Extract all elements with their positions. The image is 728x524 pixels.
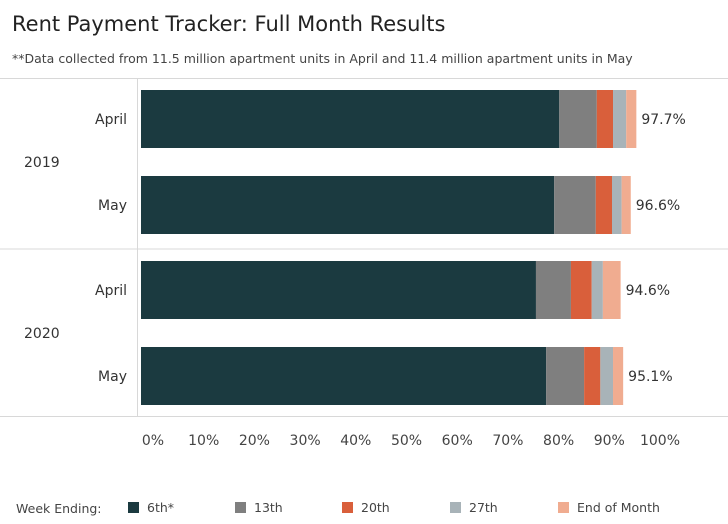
legend-item-20th[interactable]: 20th bbox=[342, 500, 390, 515]
total-label-2020-april: 94.6% bbox=[626, 283, 670, 299]
legend-label: Week Ending: bbox=[16, 501, 102, 516]
chart-title: Rent Payment Tracker: Full Month Results bbox=[12, 12, 446, 36]
bar-2020-april-20th bbox=[570, 261, 592, 319]
bar-2019-april-end-of-month bbox=[626, 90, 637, 148]
legend-swatch-20th bbox=[342, 502, 353, 513]
x-tick-60-6: 60% bbox=[442, 433, 473, 449]
bar-2020-april-13th bbox=[535, 261, 571, 319]
bar-2019-may-6th bbox=[141, 176, 555, 234]
total-label-2019-april: 97.7% bbox=[641, 112, 685, 128]
legend-text-6th: 6th* bbox=[147, 500, 175, 515]
x-tick-70-7: 70% bbox=[492, 433, 523, 449]
x-tick-20-2: 20% bbox=[239, 433, 270, 449]
category-label-2019-may: May bbox=[98, 198, 127, 214]
chart-subtitle: **Data collected from 11.5 million apart… bbox=[12, 51, 633, 66]
x-tick-0-0: 0% bbox=[142, 433, 164, 449]
group-label-2019: 2019 bbox=[24, 155, 60, 171]
x-tick-10-1: 10% bbox=[188, 433, 219, 449]
bar-2020-april-6th bbox=[141, 261, 536, 319]
bar-2019-may-27th bbox=[612, 176, 622, 234]
total-label-2020-may: 95.1% bbox=[628, 369, 672, 385]
bar-2020-april-27th bbox=[591, 261, 603, 319]
legend-item-6th[interactable]: 6th* bbox=[128, 500, 174, 515]
total-label-2019-may: 96.6% bbox=[636, 198, 680, 214]
bar-2020-may-13th bbox=[546, 347, 585, 405]
bar-2019-may-end-of-month bbox=[621, 176, 631, 234]
legend-text-13th: 13th bbox=[254, 500, 283, 515]
legend-item-13th[interactable]: 13th bbox=[235, 500, 283, 515]
bar-2020-may-end-of-month bbox=[613, 347, 624, 405]
x-tick-40-4: 40% bbox=[340, 433, 371, 449]
category-label-2019-april: April bbox=[95, 112, 127, 128]
legend: Week Ending: 6th* 13th 20th 27th End of … bbox=[16, 500, 716, 520]
x-tick-50-5: 50% bbox=[391, 433, 422, 449]
legend-text-end-of-month: End of Month bbox=[577, 500, 660, 515]
legend-item-end-of-month[interactable]: End of Month bbox=[558, 500, 660, 515]
header-divider bbox=[0, 78, 728, 79]
bar-2020-may-27th bbox=[600, 347, 614, 405]
x-tick-80-8: 80% bbox=[543, 433, 574, 449]
legend-item-27th[interactable]: 27th bbox=[450, 500, 498, 515]
category-label-2020-april: April bbox=[95, 283, 127, 299]
bar-2019-april-6th bbox=[141, 90, 560, 148]
bar-2019-may-13th bbox=[554, 176, 596, 234]
stacked-bar-chart: 2019 2020 April 97.7% May 96.6% April 94.6% May 9… bbox=[0, 79, 728, 449]
legend-swatch-6th bbox=[128, 502, 139, 513]
bar-2019-april-27th bbox=[613, 90, 627, 148]
axis-divider bbox=[0, 416, 728, 417]
group-label-2020: 2020 bbox=[24, 326, 60, 342]
legend-text-20th: 20th bbox=[361, 500, 390, 515]
legend-swatch-13th bbox=[235, 502, 246, 513]
legend-swatch-end-of-month bbox=[558, 502, 569, 513]
x-tick-90-9: 90% bbox=[594, 433, 625, 449]
category-label-2020-may: May bbox=[98, 369, 127, 385]
bar-2020-may-20th bbox=[584, 347, 601, 405]
bar-2019-may-20th bbox=[595, 176, 613, 234]
bar-2019-april-13th bbox=[559, 90, 597, 148]
legend-swatch-27th bbox=[450, 502, 461, 513]
bar-2020-may-6th bbox=[141, 347, 547, 405]
x-tick-100-10: 100% bbox=[640, 433, 680, 449]
bar-2020-april-end-of-month bbox=[602, 261, 621, 319]
legend-text-27th: 27th bbox=[469, 500, 498, 515]
x-tick-30-3: 30% bbox=[290, 433, 321, 449]
bar-2019-april-20th bbox=[596, 90, 614, 148]
